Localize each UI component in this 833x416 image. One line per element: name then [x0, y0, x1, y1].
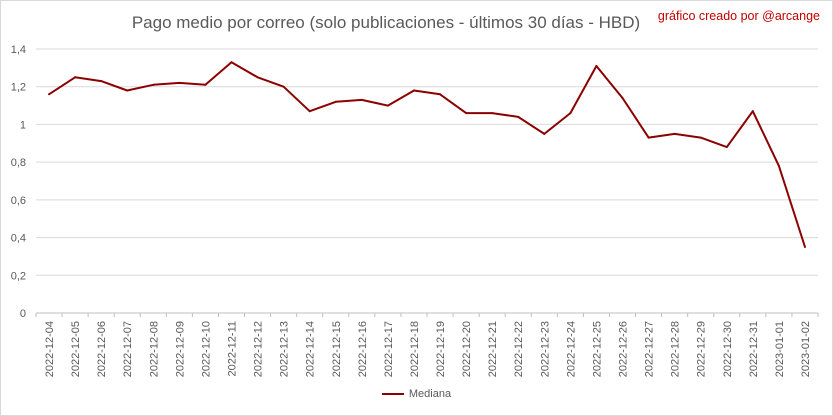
- data-point: [725, 146, 728, 149]
- data-point: [334, 100, 337, 103]
- data-point: [543, 132, 546, 135]
- data-point: [517, 115, 520, 118]
- x-tick-label: 2022-12-05: [70, 321, 82, 377]
- x-tick-label: 2022-12-28: [670, 321, 682, 377]
- data-point: [386, 104, 389, 107]
- data-point: [412, 89, 415, 92]
- data-point: [595, 64, 598, 67]
- y-tick-label: 0,6: [11, 195, 26, 207]
- x-tick-label: 2022-12-22: [513, 321, 525, 377]
- x-tick-label: 2022-12-16: [357, 321, 369, 377]
- data-point: [621, 97, 624, 100]
- x-tick-label: 2022-12-24: [565, 321, 577, 377]
- x-tick-label: 2022-12-19: [435, 321, 447, 377]
- data-point: [439, 93, 442, 96]
- legend-swatch-mediana: [381, 393, 404, 395]
- data-point: [100, 80, 103, 83]
- x-tick-label: 2022-12-14: [305, 321, 317, 377]
- x-tick-label: 2022-12-17: [383, 321, 395, 377]
- x-tick-label: 2023-01-02: [800, 321, 812, 377]
- data-point: [647, 136, 650, 139]
- data-point: [308, 110, 311, 113]
- data-point: [751, 110, 754, 113]
- y-tick-label: 0: [20, 308, 26, 320]
- y-tick-label: 0,4: [11, 233, 26, 245]
- x-tick-label: 2022-12-07: [122, 321, 134, 377]
- x-tick-label: 2022-12-29: [696, 321, 708, 377]
- x-tick-label: 2022-12-13: [279, 321, 291, 377]
- y-tick-label: 1,2: [11, 82, 26, 94]
- data-point: [126, 89, 129, 92]
- data-point: [491, 112, 494, 115]
- y-tick-label: 1: [20, 119, 26, 131]
- data-point: [152, 83, 155, 86]
- y-tick-label: 0,2: [11, 270, 26, 282]
- x-tick-label: 2022-12-12: [253, 321, 265, 377]
- x-tick-label: 2022-12-15: [331, 321, 343, 377]
- x-tick-label: 2022-12-18: [409, 321, 421, 377]
- chart-title: Pago medio por correo (solo publicacione…: [131, 13, 641, 32]
- x-tick-label: 2022-12-21: [487, 321, 499, 377]
- x-tick-label: 2022-12-25: [591, 321, 603, 377]
- y-tick-label: 0,8: [11, 157, 26, 169]
- data-point: [673, 132, 676, 135]
- data-point: [360, 98, 363, 101]
- chart-legend: Mediana: [0, 388, 833, 400]
- data-point: [74, 76, 77, 79]
- data-point: [803, 246, 806, 248]
- data-point: [699, 136, 702, 139]
- x-tick-label: 2022-12-31: [748, 321, 760, 377]
- data-point: [256, 76, 259, 79]
- x-tick-label: 2022-12-06: [96, 321, 108, 377]
- x-tick-label: 2022-12-10: [200, 321, 212, 377]
- x-tick-label: 2022-12-09: [174, 321, 186, 377]
- data-point: [48, 93, 51, 96]
- x-tick-label: 2022-12-26: [618, 321, 630, 377]
- x-tick-label: 2022-12-23: [539, 321, 551, 377]
- x-tick-label: 2022-12-20: [461, 321, 473, 377]
- legend-label-mediana: Mediana: [408, 388, 452, 400]
- data-point: [465, 112, 468, 115]
- series-line-mediana: [48, 61, 806, 248]
- x-tick-label: 2022-12-11: [227, 321, 239, 376]
- data-point: [569, 112, 572, 115]
- y-tick-label: 1,4: [11, 44, 26, 56]
- x-tick-label: 2022-12-30: [722, 321, 734, 377]
- data-point: [282, 85, 285, 88]
- x-tick-label: 2022-12-08: [148, 321, 160, 377]
- data-point: [204, 83, 207, 86]
- chart-credit: gráfico creado por @arcange: [657, 9, 820, 23]
- data-point: [178, 81, 181, 84]
- x-tick-label: 2022-12-04: [44, 321, 56, 377]
- data-point: [230, 61, 233, 64]
- data-point: [777, 164, 780, 167]
- x-tick-label: 2023-01-01: [774, 321, 786, 377]
- x-tick-label: 2022-12-27: [644, 321, 656, 377]
